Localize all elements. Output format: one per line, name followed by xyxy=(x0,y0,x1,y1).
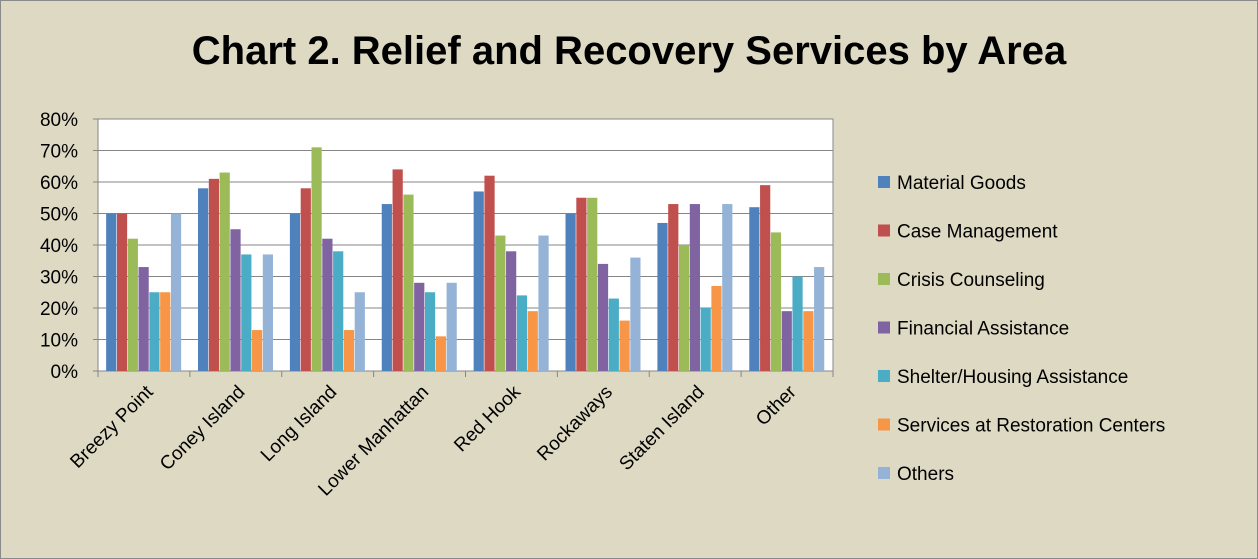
bar xyxy=(657,222,668,371)
bar xyxy=(781,311,792,371)
bar xyxy=(495,235,506,371)
bar xyxy=(230,229,241,371)
bar xyxy=(116,213,128,371)
bar xyxy=(414,282,425,371)
legend-label: Shelter/Housing Assistance xyxy=(897,367,1128,388)
y-tick-label: 30% xyxy=(40,268,78,289)
bar xyxy=(565,213,576,371)
bar xyxy=(484,175,495,371)
bar xyxy=(138,267,149,371)
x-tick-label: Other xyxy=(752,381,801,430)
bar xyxy=(149,292,160,371)
legend-label: Case Management xyxy=(897,222,1058,243)
bar xyxy=(446,282,457,371)
bar xyxy=(576,197,587,371)
bar xyxy=(689,204,700,371)
bar xyxy=(538,235,549,371)
bar xyxy=(219,172,230,371)
bar xyxy=(678,245,690,371)
x-tick-label: Rockaways xyxy=(533,382,617,466)
legend-label: Services at Restoration Centers xyxy=(897,416,1165,437)
bar xyxy=(597,263,609,371)
bar xyxy=(322,238,333,371)
legend-label: Material Goods xyxy=(897,173,1026,194)
bar xyxy=(252,330,263,371)
bar xyxy=(160,292,171,371)
legend-swatch xyxy=(878,321,890,334)
bar xyxy=(435,336,446,371)
bar xyxy=(473,191,484,371)
legend-swatch xyxy=(878,418,890,431)
legend-label: Crisis Counseling xyxy=(897,270,1045,291)
bar xyxy=(262,254,274,371)
y-tick-label: 0% xyxy=(51,362,79,383)
x-tick-label: Breezy Point xyxy=(66,381,158,473)
bar xyxy=(424,292,436,371)
bar xyxy=(700,308,711,371)
bar xyxy=(803,311,814,371)
x-tick-label: Red Hook xyxy=(450,381,525,456)
bar xyxy=(722,204,733,371)
y-tick-label: 80% xyxy=(40,110,78,131)
bar xyxy=(208,178,220,371)
bar xyxy=(527,311,538,371)
chart-title: Chart 2. Relief and Recovery Services by… xyxy=(191,29,1067,73)
legend-label: Others xyxy=(897,464,954,485)
legend-swatch xyxy=(878,176,890,188)
y-tick-label: 60% xyxy=(40,173,78,194)
bar xyxy=(289,213,301,371)
legend-swatch xyxy=(878,224,890,237)
y-tick-label: 50% xyxy=(40,205,78,226)
bar xyxy=(333,251,344,371)
bar xyxy=(506,251,517,371)
y-tick-label: 20% xyxy=(40,299,78,320)
bar xyxy=(311,147,322,371)
bar xyxy=(300,188,311,371)
x-tick-label: Staten Island xyxy=(615,382,708,475)
y-tick-label: 70% xyxy=(40,142,78,163)
x-tick-label: Coney Island xyxy=(156,382,249,475)
x-tick-label: Long Island xyxy=(257,382,341,466)
bar xyxy=(127,238,138,371)
bar xyxy=(749,207,760,371)
bar xyxy=(354,292,365,371)
bar xyxy=(403,194,414,371)
y-tick-label: 40% xyxy=(40,236,78,257)
bar xyxy=(170,213,182,371)
bar xyxy=(792,276,803,371)
bar xyxy=(392,169,403,371)
bar xyxy=(241,254,252,371)
legend-swatch xyxy=(878,273,890,285)
legend-swatch xyxy=(878,467,890,479)
bar xyxy=(711,285,722,371)
legend-label: Financial Assistance xyxy=(897,319,1069,340)
bar xyxy=(619,320,630,371)
bar xyxy=(516,295,528,371)
y-tick-label: 10% xyxy=(40,331,78,352)
bar xyxy=(814,267,825,371)
bar xyxy=(343,330,355,371)
bar xyxy=(198,188,209,371)
bar xyxy=(608,298,619,371)
legend-swatch xyxy=(878,370,890,382)
bar xyxy=(668,204,679,371)
bar xyxy=(630,257,641,371)
bar xyxy=(770,232,782,371)
bar xyxy=(106,213,117,371)
bar xyxy=(381,204,392,371)
bar xyxy=(760,185,771,371)
bar xyxy=(587,197,598,371)
